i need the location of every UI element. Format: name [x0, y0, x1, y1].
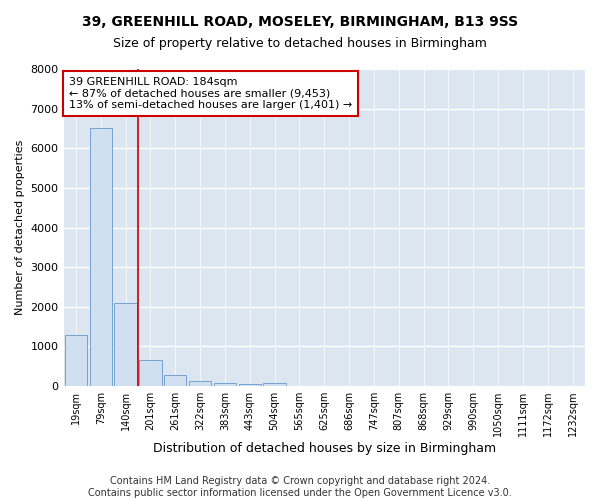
Y-axis label: Number of detached properties: Number of detached properties — [15, 140, 25, 315]
Text: 39, GREENHILL ROAD, MOSELEY, BIRMINGHAM, B13 9SS: 39, GREENHILL ROAD, MOSELEY, BIRMINGHAM,… — [82, 15, 518, 29]
Bar — [139, 360, 161, 386]
Text: Size of property relative to detached houses in Birmingham: Size of property relative to detached ho… — [113, 38, 487, 51]
Bar — [164, 376, 187, 386]
Bar — [214, 382, 236, 386]
Bar — [263, 384, 286, 386]
Bar — [115, 303, 137, 386]
Text: 39 GREENHILL ROAD: 184sqm
← 87% of detached houses are smaller (9,453)
13% of se: 39 GREENHILL ROAD: 184sqm ← 87% of detac… — [69, 77, 352, 110]
Bar — [89, 128, 112, 386]
X-axis label: Distribution of detached houses by size in Birmingham: Distribution of detached houses by size … — [153, 442, 496, 455]
Text: Contains HM Land Registry data © Crown copyright and database right 2024.
Contai: Contains HM Land Registry data © Crown c… — [88, 476, 512, 498]
Bar — [189, 380, 211, 386]
Bar — [65, 334, 87, 386]
Bar — [239, 384, 261, 386]
